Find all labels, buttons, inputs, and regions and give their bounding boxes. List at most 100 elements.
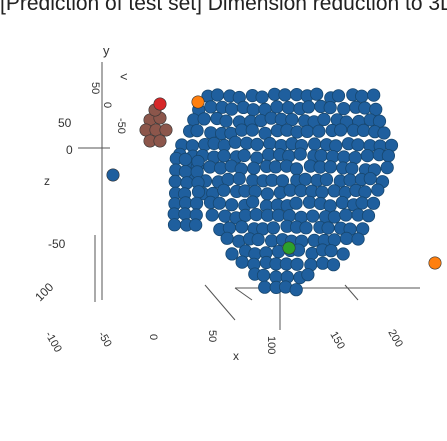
x-tick-label: 0 [147, 334, 159, 340]
scatter-point-red [153, 97, 167, 111]
scatter-point [310, 87, 324, 101]
scatter-point [339, 231, 354, 245]
scatter-point [225, 247, 239, 261]
scatter-point [326, 258, 341, 272]
scatter-point-green [282, 241, 296, 255]
scatter-point [324, 244, 338, 258]
scatter-point [302, 195, 317, 209]
scatter-point [301, 268, 315, 282]
scatter-point [312, 124, 326, 138]
scatter-point [289, 196, 303, 210]
scatter-point [331, 89, 346, 103]
scatter-point [246, 195, 260, 209]
scatter-point [235, 255, 249, 269]
x-tick-label: 50 [206, 330, 218, 342]
scatter-point [356, 123, 371, 137]
y-axis-base [234, 287, 253, 301]
scatter-point [306, 209, 320, 223]
scatter-point [256, 268, 271, 282]
scatter-point [323, 101, 337, 115]
scatter-point [270, 100, 284, 114]
y-axis-label: y [103, 43, 110, 58]
scatter-point [179, 196, 193, 210]
scatter-point [355, 89, 369, 103]
scatter-point [204, 100, 218, 114]
scatter-point [225, 198, 239, 212]
scatter-point [238, 208, 252, 222]
scatter-point [217, 183, 231, 197]
scatter-point [220, 231, 234, 245]
scatter-point [298, 172, 312, 186]
scatter-point [301, 100, 316, 114]
scatter-point [261, 148, 276, 162]
scatter-point [258, 280, 272, 294]
scatter-point [268, 160, 283, 174]
scatter-point [250, 137, 264, 151]
scatter-point [214, 161, 228, 175]
scatter-point [191, 185, 206, 199]
scatter-point [361, 209, 376, 223]
scatter-point [321, 221, 335, 235]
scatter-point [210, 88, 225, 102]
scatter-point [251, 232, 265, 247]
x-tick-label: 200 [385, 328, 405, 350]
scatter-point [317, 112, 331, 127]
scatter-point [334, 123, 348, 137]
scatter-point [327, 233, 341, 247]
scatter-point [228, 135, 242, 149]
scatter-point-brown [159, 123, 173, 137]
scatter-point [178, 152, 192, 166]
y-tick-label: 50 [89, 82, 101, 94]
z-tick-label: 50 [58, 116, 72, 130]
scatter-point [366, 196, 381, 210]
scatter-point [319, 173, 334, 187]
x-tick-label: 100 [265, 336, 277, 354]
scatter-point [232, 172, 246, 186]
x-axis-label: x [233, 349, 239, 363]
scatter-point [168, 174, 182, 188]
z-tick-label: -50 [48, 237, 66, 251]
scatter-point [289, 162, 304, 176]
z-axis-label: z [44, 174, 50, 188]
scatter-point [219, 114, 233, 128]
chart-title: [Prediction of test set] Dimension reduc… [0, 0, 447, 15]
scatter-point [290, 257, 304, 271]
scatter-point [264, 234, 279, 248]
scatter-point [190, 196, 204, 210]
scatter-point [335, 196, 349, 210]
scatter-point [289, 283, 303, 297]
scatter-point [300, 124, 314, 138]
scatter-point [205, 208, 219, 222]
scatter-point [178, 207, 192, 221]
scatter-point [315, 185, 329, 199]
scatter-point [278, 88, 292, 102]
scatter-point [367, 88, 381, 102]
scatter-point [358, 185, 372, 199]
scatter-point [299, 221, 313, 235]
y-tick-label: -50 [115, 118, 127, 134]
scatter-point [263, 136, 277, 151]
scatter-point [237, 148, 251, 163]
scatter-point [197, 112, 211, 126]
scatter-point-brown [153, 134, 167, 148]
scatter-point [212, 196, 226, 210]
y-axis-right [344, 284, 359, 301]
scatter-point [355, 196, 369, 210]
scatter-point [249, 208, 263, 222]
scatter-point [266, 221, 280, 235]
scatter-point [293, 147, 307, 161]
scatter-point [307, 137, 322, 151]
scatter-point [327, 210, 341, 224]
scatter-point [381, 149, 395, 163]
scatter-point [106, 168, 120, 182]
scatter-point [337, 102, 351, 116]
scatter-point [377, 126, 391, 140]
y-axis-arrow: < [120, 69, 128, 84]
scatter-point [360, 149, 374, 163]
scatter-point [167, 218, 182, 232]
scatter-point [371, 183, 385, 197]
scatter-point [327, 184, 341, 198]
scatter-point [314, 149, 328, 163]
y-tick-label: 0 [101, 102, 113, 108]
